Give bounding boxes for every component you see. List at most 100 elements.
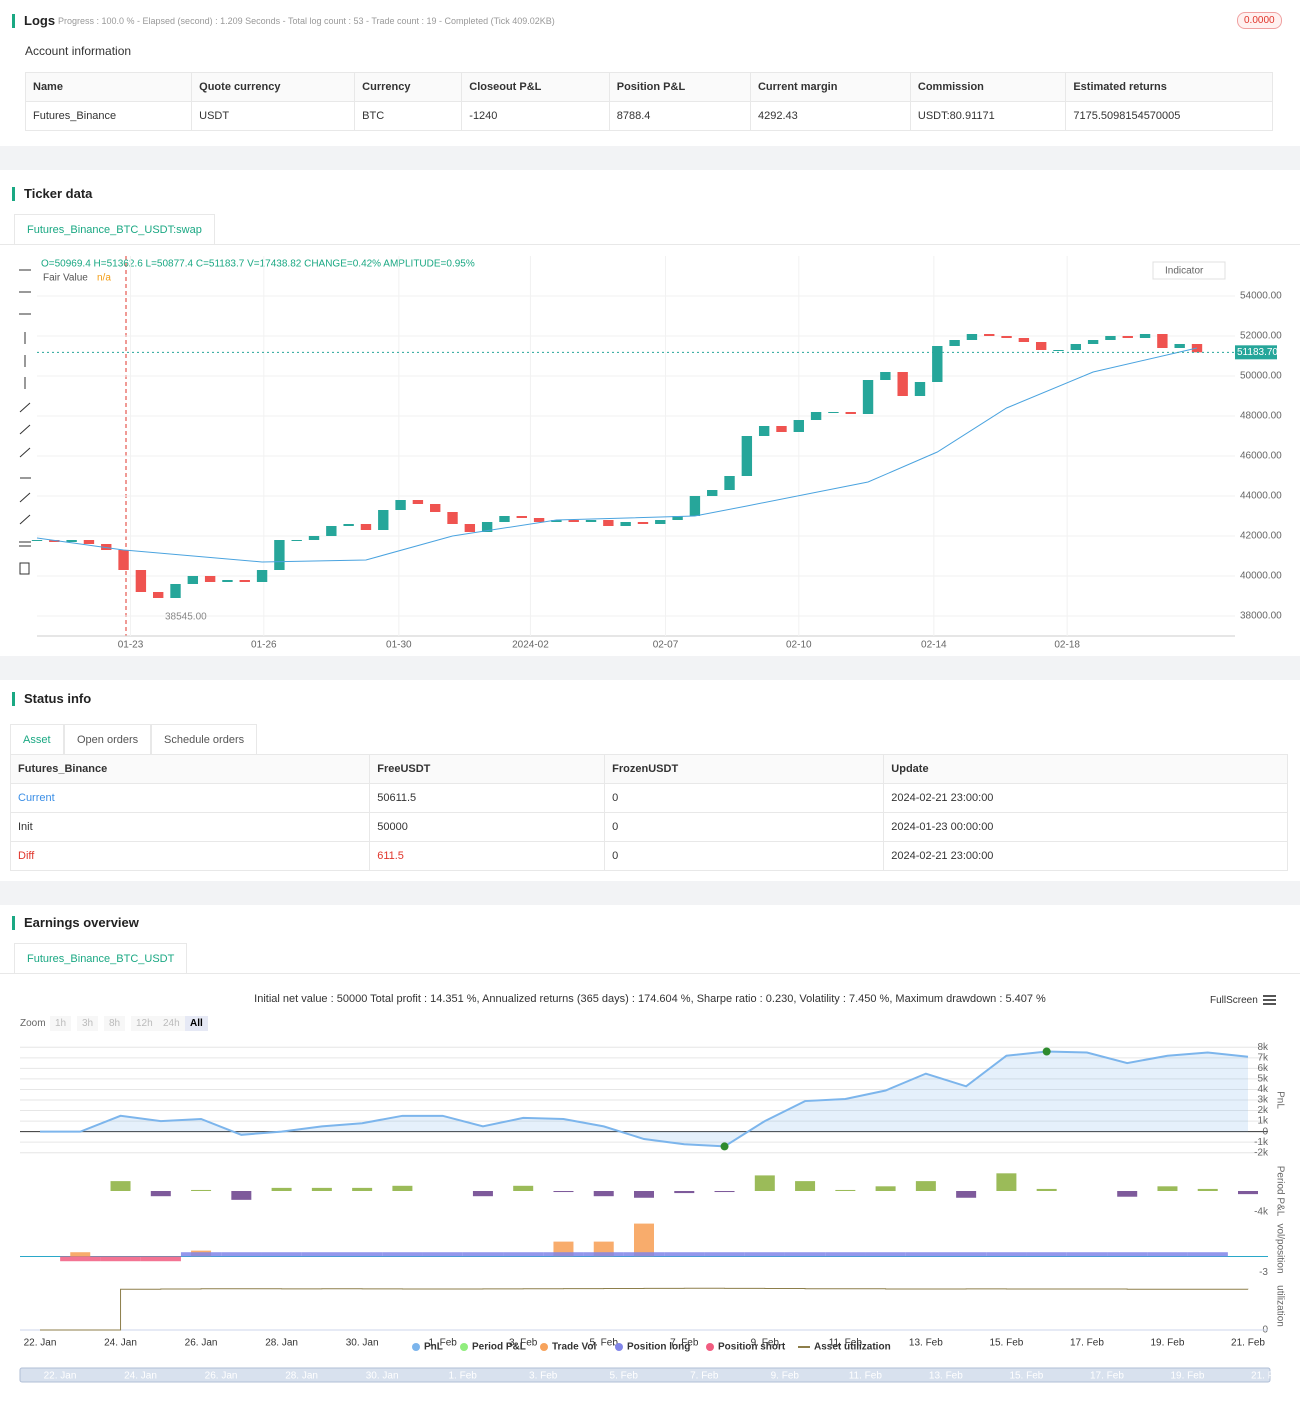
zoom-button[interactable]: All [185,1016,208,1031]
period-bar [110,1181,131,1191]
low-annotation: 38545.00 [165,612,207,623]
legend-label[interactable]: Period P&L [472,1342,526,1353]
candle [31,540,43,541]
period-bar [392,1185,413,1191]
cell: 2024-02-21 23:00:00 [883,841,1288,871]
legend-label[interactable]: Asset utilization [814,1342,891,1353]
position-bar [422,1252,463,1257]
candle [914,382,926,396]
position-bar [60,1256,101,1262]
cell: 8788.4 [608,101,751,131]
position-bar [301,1252,342,1257]
navigator-label: 3. Feb [529,1371,558,1382]
y-tick-label: 2k [1257,1105,1269,1116]
separator [0,146,1300,170]
candle [880,372,891,380]
cell: 611.5 [369,841,606,871]
menu-icon[interactable] [1263,995,1276,1005]
legend-label[interactable]: Position short [718,1342,786,1353]
x-tick-label: 17. Feb [1070,1338,1104,1349]
section-title: Status info [12,692,91,706]
tab[interactable]: Futures_Binance_BTC_USDT:swap [14,214,215,244]
candle [776,426,787,432]
y-tick-label: 0 [1262,1126,1268,1137]
tab[interactable]: Futures_Binance_BTC_USDT [14,943,188,973]
tab[interactable]: Open orders [64,724,152,754]
y-tick-label: 1k [1257,1116,1269,1127]
fullscreen[interactable]: FullScreen [1210,995,1258,1006]
zoom-button[interactable]: 1h [50,1016,72,1031]
candle [101,544,112,550]
navigator-label: 30. Jan [366,1371,399,1382]
cell: Init [9,812,371,842]
candle [170,584,181,598]
period-bar [875,1186,896,1191]
y-tick-label: -2k [1254,1147,1269,1158]
x-tick-label: 19. Feb [1151,1338,1185,1349]
position-bar [623,1252,665,1257]
cell: Diff [9,841,371,871]
cell: 0 [604,841,885,871]
candle [758,426,770,436]
y-tick-label: 5k [1257,1074,1269,1085]
period-bar [956,1191,977,1198]
pnl-area [40,1051,1248,1147]
navigator-label: 13. Feb [929,1371,963,1382]
candle [1174,344,1185,348]
axis-title: Period P&L [1274,1166,1285,1217]
zoom-button[interactable]: 3h [77,1016,99,1031]
x-tick-label: 26. Jan [185,1338,218,1349]
tab[interactable]: Asset [10,724,64,754]
position-bar [1066,1252,1108,1257]
extreme-marker [1042,1047,1051,1056]
position-bar [342,1252,383,1257]
period-bar [915,1181,936,1191]
y-tick-label: 40000.00 [1240,571,1282,582]
candle [187,576,199,584]
legend-label[interactable]: PnL [424,1342,443,1353]
legend-symbol [412,1343,420,1351]
row: Futures_Binance USDT BTC -1240 8788.4 4292.43… [24,101,1273,131]
cell: Futures_Binance [24,101,193,131]
candle [343,524,354,526]
zoom-button[interactable]: 24h [158,1016,185,1031]
section-title: Logs [12,14,55,28]
candle [464,524,476,532]
candle [83,540,95,544]
candle [551,520,562,522]
x-tick-label: 5. Feb [590,1338,619,1349]
cell: 2024-02-21 23:00:00 [883,783,1288,813]
tab[interactable]: Schedule orders [151,724,258,754]
legend-label[interactable]: Position long [627,1342,690,1353]
candle [1001,336,1012,338]
period-bar [634,1191,654,1198]
legend-label[interactable]: Trade Vol [552,1342,596,1353]
candle [326,526,337,536]
indicator-button-label[interactable]: Indicator [1165,266,1204,277]
position-bar [784,1252,826,1257]
x-tick-label: 02-14 [921,640,947,651]
zoom-button[interactable]: 8h [104,1016,126,1031]
candle [430,504,441,512]
period-bar [593,1191,614,1197]
badge: 0.0000 [1237,12,1282,29]
x-tick-label: 15. Feb [989,1338,1023,1349]
column-header: Commission [909,72,1067,102]
period-bar [795,1181,816,1191]
zoom-button[interactable]: 12h [131,1016,158,1031]
cell: 50611.5 [369,783,606,813]
x-tick-label: 2024-02 [512,640,549,651]
y-tick-label: 50000.00 [1240,371,1282,382]
ohlc-legend: O=50969.4 H=51362.6 L=50877.4 C=51183.7 … [41,259,475,270]
subsection-title: Account information [25,44,132,58]
x-tick-label: 02-10 [786,640,812,651]
period-bar [1117,1191,1138,1197]
x-tick-label: 01-30 [386,640,412,651]
candle [481,522,493,532]
indicator-button[interactable] [1152,261,1226,280]
column-header: Name [24,72,193,102]
cell: USDT [191,101,356,131]
x-tick-label: 01-26 [251,640,277,651]
navigator-label: 5. Feb [610,1371,639,1382]
position-bar [180,1252,222,1257]
